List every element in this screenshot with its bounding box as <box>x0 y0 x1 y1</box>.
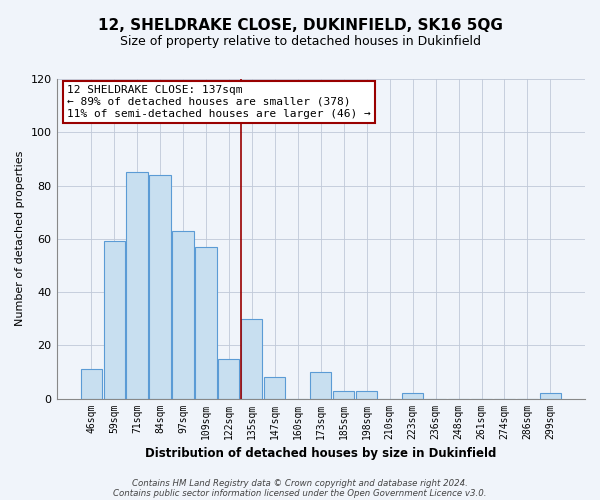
Text: 12, SHELDRAKE CLOSE, DUKINFIELD, SK16 5QG: 12, SHELDRAKE CLOSE, DUKINFIELD, SK16 5Q… <box>98 18 502 32</box>
Bar <box>104 242 125 398</box>
Bar <box>540 393 561 398</box>
Bar <box>310 372 331 398</box>
Y-axis label: Number of detached properties: Number of detached properties <box>15 151 25 326</box>
Bar <box>333 390 354 398</box>
Bar <box>218 358 239 399</box>
Text: Size of property relative to detached houses in Dukinfield: Size of property relative to detached ho… <box>119 35 481 48</box>
Bar <box>356 390 377 398</box>
Text: Contains public sector information licensed under the Open Government Licence v3: Contains public sector information licen… <box>113 488 487 498</box>
Bar <box>241 318 262 398</box>
Bar <box>402 393 423 398</box>
Bar <box>172 231 194 398</box>
Bar <box>149 175 170 398</box>
X-axis label: Distribution of detached houses by size in Dukinfield: Distribution of detached houses by size … <box>145 447 496 460</box>
Bar <box>196 247 217 398</box>
Text: Contains HM Land Registry data © Crown copyright and database right 2024.: Contains HM Land Registry data © Crown c… <box>132 478 468 488</box>
Bar <box>264 378 286 398</box>
Bar <box>80 370 101 398</box>
Bar <box>127 172 148 398</box>
Text: 12 SHELDRAKE CLOSE: 137sqm
← 89% of detached houses are smaller (378)
11% of sem: 12 SHELDRAKE CLOSE: 137sqm ← 89% of deta… <box>67 86 371 118</box>
